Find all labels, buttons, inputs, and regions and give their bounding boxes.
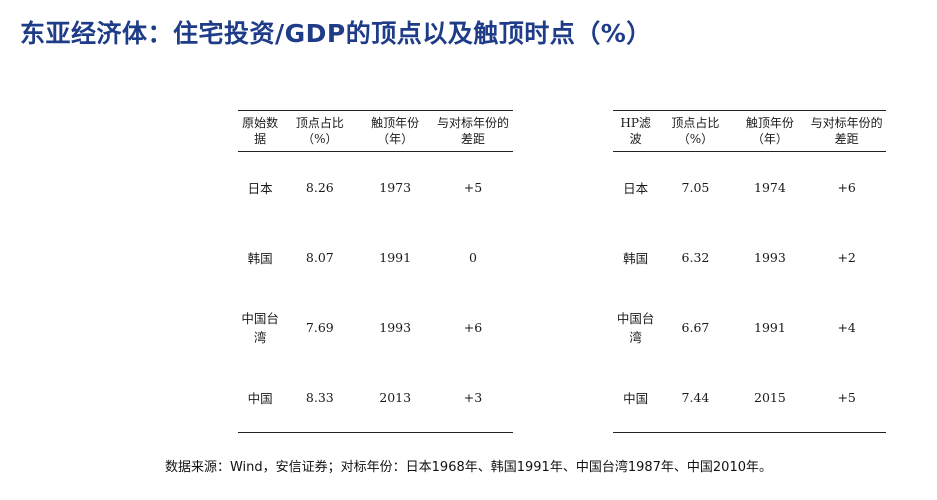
table-cell: +6 [837,179,856,195]
table-row: 中国台湾 7.69 1993 +6 [238,292,513,362]
table-cell: 日本 [623,180,649,196]
table-cell: 中国台湾 [616,311,655,345]
table-cell: 中国 [238,362,283,433]
table-cell: 中国台湾 [241,311,279,345]
table-cell: 日本 [247,180,273,196]
header-cell: 顶点占比（%） [282,110,358,152]
table-header-row: 原始数据 顶点占比（%） 触顶年份（年） 与对标年份的差距 [238,110,513,152]
table-cell: 8.26 [305,179,334,195]
table-row: 中国 8.33 2013 +3 [238,362,513,433]
table-cell: 1974 [754,179,786,195]
header-cell: 触顶年份（年） [732,110,808,152]
table-cell: 1973 [379,179,412,195]
table-cell: 2013 [357,362,433,433]
header-cell: 触顶年份（年） [357,110,433,152]
table-header-row: HP滤波 顶点占比（%） 触顶年份（年） 与对标年份的差距 [613,110,886,152]
table-cell: 8.33 [282,362,358,433]
table-cell: 6.67 [681,319,710,335]
table-row: 韩国 6.32 1993 +2 [613,222,886,292]
table-cell: 6.32 [681,249,710,265]
table-cell: 8.07 [305,249,334,265]
raw-data-table: 原始数据 顶点占比（%） 触顶年份（年） 与对标年份的差距 日本 8.26 19… [238,110,513,433]
table-cell: 1991 [379,249,412,265]
table-cell: 1991 [754,319,786,335]
table-cell: 7.05 [681,179,710,195]
table-cell: +5 [807,362,886,433]
header-cell: HP滤波 [613,110,659,152]
header-cell: 原始数据 [238,110,283,152]
table-cell: +6 [463,319,483,335]
table-cell: 7.69 [305,319,334,335]
page-title: 东亚经济体：住宅投资/GDP的顶点以及触顶时点（%） [20,19,652,48]
table-cell: 7.44 [658,362,733,433]
table-cell: 韩国 [623,250,649,266]
table-row: 中国台湾 6.67 1991 +4 [613,292,886,362]
header-cell: 与对标年份的差距 [432,110,513,152]
hp-filter-table: HP滤波 顶点占比（%） 触顶年份（年） 与对标年份的差距 日本 7.05 19… [613,110,886,433]
table-cell: 1993 [754,249,786,265]
table-cell: 0 [469,249,477,265]
table-row: 日本 7.05 1974 +6 [613,152,886,223]
table-cell: +4 [837,319,856,335]
header-cell: 与对标年份的差距 [807,110,886,152]
header-cell: 顶点占比（%） [658,110,733,152]
table-cell: +5 [463,179,483,195]
table-cell: 韩国 [247,250,273,266]
table-cell: 1993 [379,319,412,335]
table-row: 日本 8.26 1973 +5 [238,152,513,223]
table-cell: +3 [432,362,513,433]
source-note: 数据来源：Wind，安信证券；对标年份：日本1968年、韩国1991年、中国台湾… [164,460,772,475]
table-row: 韩国 8.07 1991 0 [238,222,513,292]
table-cell: 中国 [613,362,659,433]
table-row: 中国 7.44 2015 +5 [613,362,886,433]
table-cell: 2015 [732,362,808,433]
table-cell: +2 [837,249,856,265]
